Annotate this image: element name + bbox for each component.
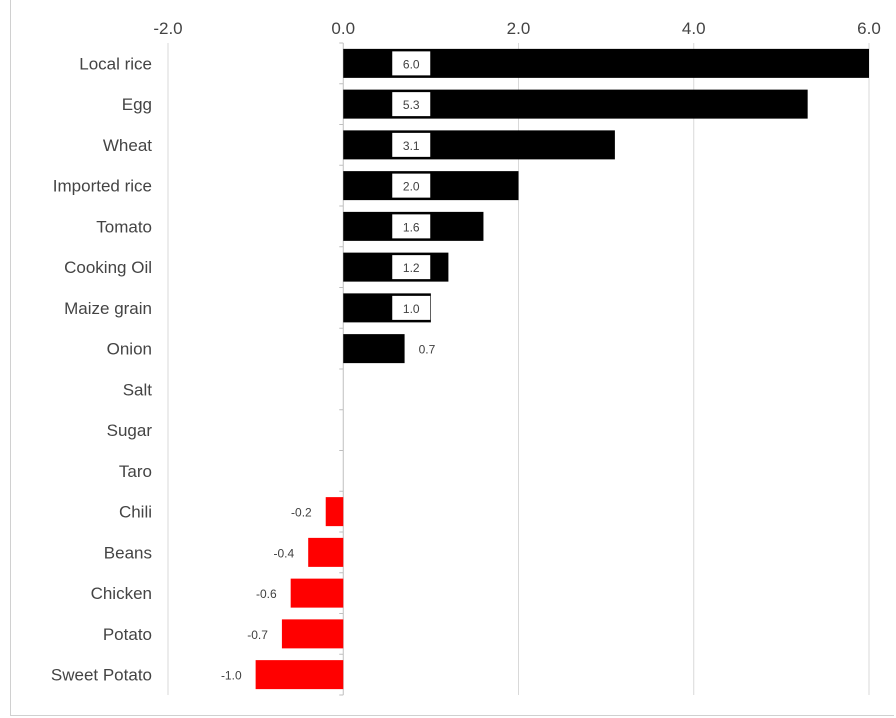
bar — [343, 171, 519, 201]
category-label: Sugar — [107, 421, 153, 440]
category-label: Onion — [107, 340, 152, 359]
category-label: Chicken — [91, 584, 152, 603]
x-tick-label: 0.0 — [331, 19, 355, 38]
bar — [255, 660, 344, 690]
x-tick-label: 2.0 — [507, 19, 531, 38]
data-label: -0.2 — [291, 506, 312, 520]
data-label: -1.0 — [221, 669, 242, 683]
bar — [325, 497, 344, 527]
category-label: Salt — [123, 380, 153, 399]
category-label: Potato — [103, 625, 152, 644]
category-label: Maize grain — [64, 299, 152, 318]
category-label: Wheat — [103, 136, 152, 155]
data-label: 5.3 — [403, 98, 420, 112]
bar — [281, 619, 344, 649]
category-label: Egg — [122, 95, 152, 114]
data-label-box — [392, 255, 431, 280]
chart-frame — [10, 0, 894, 716]
data-label-box — [392, 295, 431, 320]
data-label-box — [392, 51, 431, 76]
bars — [255, 48, 869, 690]
data-label: -0.6 — [256, 587, 277, 601]
data-label: -0.7 — [247, 628, 268, 642]
category-label: Taro — [119, 462, 152, 481]
data-label: 2.0 — [403, 180, 420, 194]
category-label: Beans — [104, 543, 152, 562]
data-labels: 6.0 5.3 3.1 2.0 1.6 1.2 1.0 0.7 -0.2 -0.4 -0.6 -0.7… — [221, 51, 436, 683]
bar — [343, 334, 405, 364]
data-label: 0.7 — [419, 343, 436, 357]
bar — [290, 578, 344, 608]
category-label: Cooking Oil — [64, 258, 152, 277]
category-label: Imported rice — [53, 177, 152, 196]
data-label: 1.0 — [403, 302, 420, 316]
data-label-box — [392, 214, 431, 239]
data-label: 6.0 — [403, 57, 420, 71]
data-label: -0.4 — [274, 546, 295, 560]
x-axis-tick-labels: -2.0 0.0 2.0 4.0 6.0 — [153, 19, 880, 38]
data-label: 3.1 — [403, 139, 420, 153]
category-label: Local rice — [79, 54, 152, 73]
category-label: Tomato — [96, 217, 152, 236]
data-label: 1.2 — [403, 261, 420, 275]
data-label-box — [392, 132, 431, 157]
bar — [343, 130, 615, 160]
x-tick-label: 6.0 — [857, 19, 881, 38]
category-label: Chili — [119, 503, 152, 522]
bar — [308, 537, 344, 567]
x-tick-label: 4.0 — [682, 19, 706, 38]
bar — [343, 48, 869, 78]
data-label-box — [392, 173, 431, 198]
x-tick-label: -2.0 — [153, 19, 182, 38]
category-labels: Local rice Egg Wheat Imported rice Tomato Coo… — [51, 54, 152, 684]
category-label: Sweet Potato — [51, 666, 152, 685]
data-label: 1.6 — [403, 220, 420, 234]
data-label-box — [392, 92, 431, 117]
